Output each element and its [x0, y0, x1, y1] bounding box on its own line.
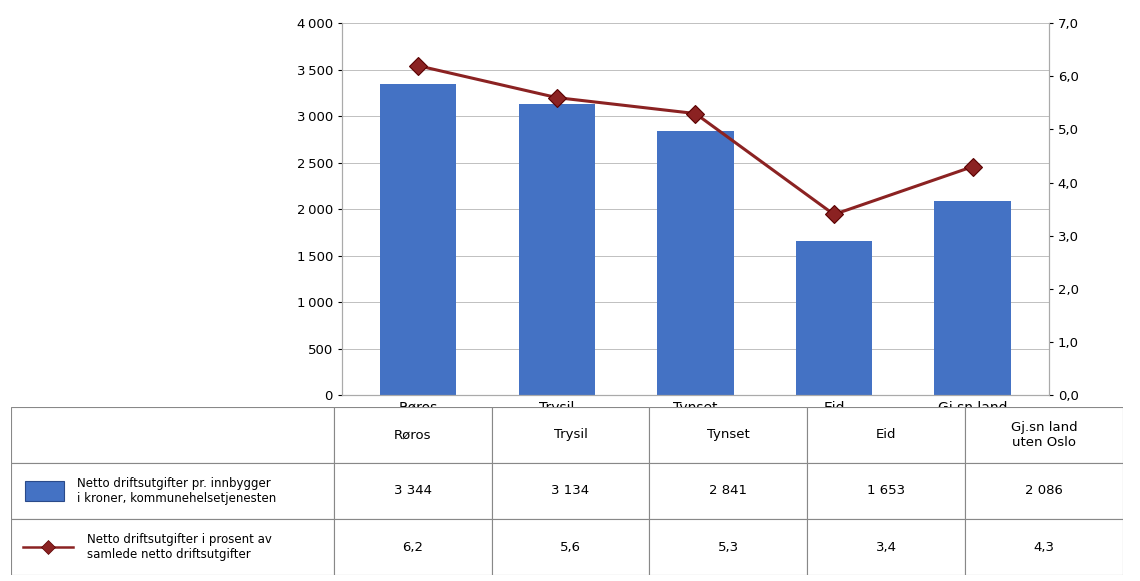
FancyBboxPatch shape [334, 519, 491, 575]
Text: Tynset: Tynset [707, 428, 750, 442]
FancyBboxPatch shape [11, 463, 334, 519]
Text: 2 086: 2 086 [1025, 485, 1062, 497]
FancyBboxPatch shape [966, 407, 1123, 463]
FancyBboxPatch shape [807, 463, 966, 519]
Text: Røros: Røros [394, 428, 431, 442]
Text: Netto driftsutgifter pr. innbygger
i kroner, kommunehelsetjenesten: Netto driftsutgifter pr. innbygger i kro… [78, 477, 276, 505]
Text: Gj.sn land
uten Oslo: Gj.sn land uten Oslo [1011, 421, 1077, 449]
Text: 3,4: 3,4 [876, 540, 897, 554]
Text: Netto driftsutgifter i prosent av
samlede netto driftsutgifter: Netto driftsutgifter i prosent av samled… [87, 533, 271, 561]
FancyBboxPatch shape [807, 519, 966, 575]
FancyBboxPatch shape [807, 407, 966, 463]
Text: Eid: Eid [876, 428, 896, 442]
FancyBboxPatch shape [491, 519, 650, 575]
FancyBboxPatch shape [966, 519, 1123, 575]
Text: Trysil: Trysil [554, 428, 587, 442]
Bar [658, 131, 733, 395]
FancyBboxPatch shape [491, 463, 650, 519]
Bar [519, 104, 595, 395]
Text: 3 134: 3 134 [552, 485, 589, 497]
Text: 5,3: 5,3 [718, 540, 739, 554]
FancyBboxPatch shape [334, 463, 491, 519]
FancyBboxPatch shape [650, 407, 807, 463]
FancyBboxPatch shape [650, 519, 807, 575]
Bar [796, 242, 872, 395]
Text: 3 344: 3 344 [393, 485, 432, 497]
FancyBboxPatch shape [11, 519, 334, 575]
FancyBboxPatch shape [650, 463, 807, 519]
Text: 4,3: 4,3 [1034, 540, 1054, 554]
Text: 6,2: 6,2 [402, 540, 423, 554]
Bar [935, 201, 1011, 395]
Text: 1 653: 1 653 [868, 485, 905, 497]
FancyBboxPatch shape [25, 481, 64, 501]
Text: 5,6: 5,6 [560, 540, 581, 554]
FancyBboxPatch shape [334, 407, 491, 463]
FancyBboxPatch shape [491, 407, 650, 463]
Text: 2 841: 2 841 [709, 485, 748, 497]
FancyBboxPatch shape [966, 463, 1123, 519]
FancyBboxPatch shape [11, 407, 334, 463]
Bar [380, 84, 456, 395]
